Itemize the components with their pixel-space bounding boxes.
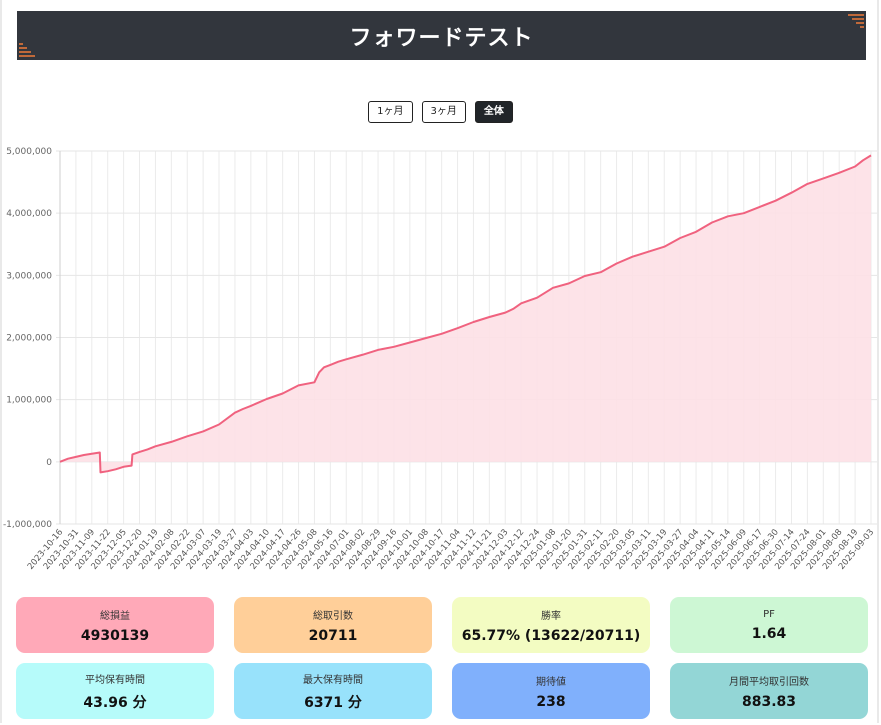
stat-label: 最大保有時間 bbox=[303, 674, 363, 686]
corner-stripes-icon bbox=[848, 14, 864, 28]
series-area bbox=[60, 155, 871, 473]
stat-card: 期待値 238 bbox=[452, 663, 650, 719]
stat-card: 月間平均取引回数 883.83 bbox=[670, 663, 868, 719]
y-tick-label: 4,000,000 bbox=[6, 209, 52, 219]
stat-label: 月間平均取引回数 bbox=[729, 676, 809, 688]
stat-label: 平均保有時間 bbox=[85, 674, 145, 686]
y-tick-label: -1,000,000 bbox=[3, 520, 52, 530]
stat-card: 総取引数 20711 bbox=[234, 597, 432, 653]
stat-card: 勝率 65.77% (13622/20711) bbox=[452, 597, 650, 653]
y-tick-label: 0 bbox=[46, 458, 52, 468]
stat-value: 4930139 bbox=[80, 627, 150, 644]
stat-value: 20711 bbox=[308, 627, 358, 644]
stat-value: 43.96 分 bbox=[83, 694, 147, 711]
page-header: フォワードテスト bbox=[17, 11, 866, 60]
stat-label: 勝率 bbox=[541, 610, 561, 622]
stat-label: 総取引数 bbox=[313, 610, 353, 622]
stat-card: 最大保有時間 6371 分 bbox=[234, 663, 432, 719]
range-all-button[interactable]: 全体 bbox=[474, 101, 513, 123]
y-tick-label: 5,000,000 bbox=[6, 147, 52, 157]
y-tick-label: 1,000,000 bbox=[6, 396, 52, 406]
stat-value: 1.64 bbox=[751, 625, 787, 642]
corner-stripes-icon bbox=[19, 43, 35, 57]
range-selector: 1ヶ月 3ヶ月 全体 bbox=[0, 101, 881, 123]
stat-card: 総損益 4930139 bbox=[16, 597, 214, 653]
stat-value: 883.83 bbox=[741, 693, 797, 710]
stat-value: 6371 分 bbox=[304, 694, 362, 711]
stat-card: PF 1.64 bbox=[670, 597, 868, 653]
stat-label: 総損益 bbox=[100, 610, 130, 622]
stats-grid: 総損益 4930139 総取引数 20711 勝率 65.77% (13622/20711… bbox=[16, 597, 868, 719]
range-3-month-button[interactable]: 3ヶ月 bbox=[421, 101, 466, 123]
y-tick-label: 2,000,000 bbox=[6, 334, 52, 344]
y-tick-label: 3,000,000 bbox=[6, 271, 52, 281]
page-title: フォワードテスト bbox=[349, 25, 534, 51]
stat-value: 65.77% (13622/20711) bbox=[461, 627, 641, 644]
stat-label: PF bbox=[763, 608, 775, 620]
stat-card: 平均保有時間 43.96 分 bbox=[16, 663, 214, 719]
stat-value: 238 bbox=[536, 693, 566, 710]
equity-chart: -1,000,000 0 1,000,000 2,000,000 3,000,000 4,… bbox=[3, 147, 877, 572]
stat-label: 期待値 bbox=[536, 676, 566, 688]
series-line bbox=[59, 154, 872, 474]
range-1-month-button[interactable]: 1ヶ月 bbox=[368, 101, 413, 123]
